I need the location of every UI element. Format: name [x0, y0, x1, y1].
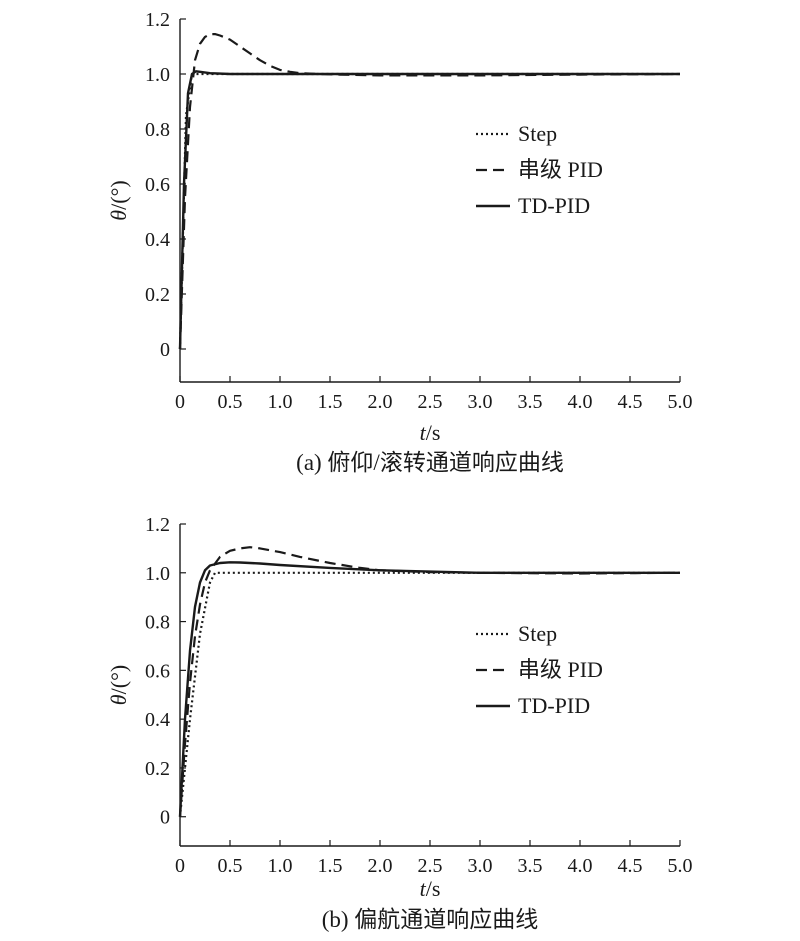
legend-label: Step — [518, 621, 557, 646]
legend-label: 串级 PID — [518, 157, 603, 182]
series-td-pid-line — [178, 561, 680, 817]
x-axis-label-unit: /s — [426, 876, 441, 901]
x-tick-label: 4.0 — [568, 855, 593, 877]
y-axis-label: θ/(°) — [106, 180, 131, 220]
x-axis-label: t/s — [420, 420, 441, 445]
series-td-pid-line — [178, 70, 680, 350]
y-tick-label: 1.2 — [145, 514, 170, 536]
chart-caption: (b) 偏航通道响应曲线 — [322, 907, 539, 932]
y-tick-label: 1.0 — [145, 64, 170, 86]
x-tick-label: 1.5 — [318, 391, 343, 413]
y-axis-label-unit: /(°) — [106, 665, 131, 695]
y-tick-label: 0 — [160, 339, 170, 361]
legend-label: 串级 PID — [518, 657, 603, 682]
y-tick-label: 0.8 — [145, 119, 170, 141]
x-tick-label: 2.5 — [418, 391, 443, 413]
x-axis-label-unit: /s — [426, 420, 441, 445]
x-tick-label: 2.5 — [418, 855, 443, 877]
y-tick-label: 0.2 — [145, 758, 170, 780]
x-tick-label: 5.0 — [668, 391, 693, 413]
y-tick-label: 0 — [160, 807, 170, 829]
y-tick-label: 0.4 — [145, 229, 170, 251]
chart-caption: (a) 俯仰/滚转通道响应曲线 — [296, 450, 564, 475]
legend: Step 串级 PID TD-PID — [476, 121, 603, 218]
x-tick-label: 5.0 — [668, 855, 693, 877]
x-tick-label: 3.0 — [468, 855, 493, 877]
x-tick-label: 0.5 — [218, 855, 243, 877]
y-tick-label: 0.4 — [145, 709, 170, 731]
y-tick-label: 0.6 — [145, 174, 170, 196]
x-axis-label: t/s — [420, 876, 441, 901]
series-cascade-pid-line — [178, 546, 681, 817]
chart-panel-a: 0 0.5 1.0 1.5 2.0 2.5 3.0 3.5 4.0 4.5 5.0 0 0.2 0.4 0.… — [106, 9, 693, 475]
x-tick-label: 2.0 — [368, 855, 393, 877]
legend-label: TD-PID — [518, 193, 590, 218]
x-tick-label: 3.5 — [518, 855, 543, 877]
x-tick-label: 2.0 — [368, 391, 393, 413]
y-axis-label-unit: /(°) — [106, 180, 131, 210]
x-tick-label: 3.5 — [518, 391, 543, 413]
y-tick-label: 0.6 — [145, 660, 170, 682]
x-tick-label: 3.0 — [468, 391, 493, 413]
y-tick-label: 1.0 — [145, 563, 170, 585]
legend-label: TD-PID — [518, 693, 590, 718]
y-axis-label-var: θ — [106, 694, 131, 705]
y-tick-label: 1.2 — [145, 9, 170, 31]
x-tick-label: 0.5 — [218, 391, 243, 413]
y-axis-label: θ/(°) — [106, 665, 131, 705]
x-tick-label: 1.5 — [318, 855, 343, 877]
x-tick-label: 4.5 — [618, 855, 643, 877]
x-axis-label-var: t — [420, 876, 427, 901]
series-cascade-pid-line — [178, 32, 681, 350]
legend: Step 串级 PID TD-PID — [476, 621, 603, 718]
y-tick-label: 0.8 — [145, 612, 170, 634]
series-step-line — [178, 571, 680, 817]
x-axis-label-var: t — [420, 420, 427, 445]
y-tick-label: 0.2 — [145, 284, 170, 306]
x-tick-label: 1.0 — [268, 391, 293, 413]
chart-panel-b: 0 0.5 1.0 1.5 2.0 2.5 3.0 3.5 4.0 4.5 5.0 0 0.2 0.4 0.… — [106, 514, 693, 932]
x-tick-label: 0 — [175, 391, 185, 413]
series-step-line — [178, 72, 680, 350]
y-axis-label-var: θ — [106, 210, 131, 221]
x-tick-label: 4.0 — [568, 391, 593, 413]
x-tick-label: 0 — [175, 855, 185, 877]
x-tick-label: 1.0 — [268, 855, 293, 877]
x-tick-label: 4.5 — [618, 391, 643, 413]
legend-label: Step — [518, 121, 557, 146]
